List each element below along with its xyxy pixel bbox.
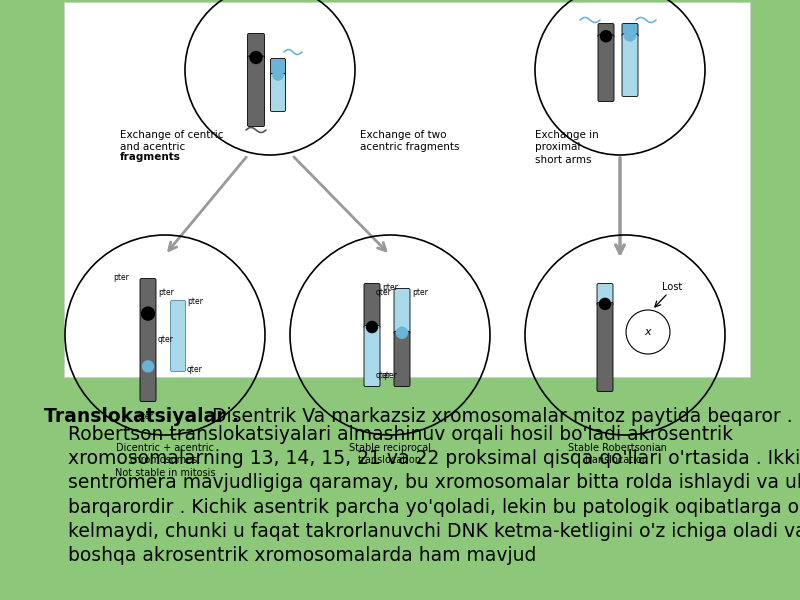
Circle shape: [142, 361, 154, 372]
Text: Robertson translokatsiyalari almashinuv orqali hosil bo'ladi akrosentrik
    xro: Robertson translokatsiyalari almashinuv …: [44, 425, 800, 565]
FancyBboxPatch shape: [598, 35, 614, 101]
FancyBboxPatch shape: [622, 34, 638, 97]
Text: x: x: [645, 327, 651, 337]
Circle shape: [366, 322, 378, 332]
Text: Lost: Lost: [662, 282, 682, 292]
FancyBboxPatch shape: [364, 325, 380, 386]
FancyBboxPatch shape: [597, 302, 613, 391]
FancyBboxPatch shape: [364, 283, 380, 329]
Circle shape: [601, 31, 611, 42]
FancyBboxPatch shape: [170, 301, 186, 371]
Text: qter: qter: [376, 371, 392, 380]
Circle shape: [250, 52, 262, 64]
Text: Stable reciprocal
translocation: Stable reciprocal translocation: [349, 443, 431, 466]
Text: Exchange in
proximal
short arms: Exchange in proximal short arms: [535, 130, 598, 165]
Text: pter: pter: [158, 288, 174, 297]
FancyBboxPatch shape: [270, 73, 286, 112]
Text: Dicentric + acentric
chromosomes.
Not stable in mitosis: Dicentric + acentric chromosomes. Not st…: [114, 443, 215, 478]
Circle shape: [397, 327, 407, 338]
FancyBboxPatch shape: [598, 23, 614, 38]
Text: pter: pter: [412, 288, 428, 297]
Text: Translokatsiyalar .: Translokatsiyalar .: [44, 407, 239, 426]
FancyBboxPatch shape: [597, 283, 613, 305]
Text: Exchange of two
acentric fragments: Exchange of two acentric fragments: [360, 130, 459, 152]
FancyBboxPatch shape: [270, 58, 286, 76]
Text: Stable Robertsonian
translocation: Stable Robertsonian translocation: [567, 443, 666, 466]
Text: pter: pter: [113, 272, 129, 281]
Text: qter: qter: [138, 412, 154, 421]
Circle shape: [599, 298, 610, 310]
FancyBboxPatch shape: [394, 289, 410, 334]
FancyBboxPatch shape: [247, 56, 265, 127]
FancyBboxPatch shape: [140, 278, 156, 401]
Circle shape: [273, 70, 283, 80]
Text: pter: pter: [382, 283, 398, 292]
Text: qter: qter: [376, 288, 392, 297]
Text: Exchange of centric
and acentric: Exchange of centric and acentric: [120, 130, 223, 152]
Text: qter: qter: [382, 371, 398, 380]
Text: Disentrik Va markazsiz xromosomalar mitoz paytida beqaror .: Disentrik Va markazsiz xromosomalar mito…: [206, 407, 793, 426]
Circle shape: [625, 30, 635, 41]
FancyBboxPatch shape: [622, 23, 638, 37]
FancyBboxPatch shape: [247, 34, 265, 59]
Bar: [64, 2, 750, 377]
Circle shape: [142, 307, 154, 320]
Circle shape: [626, 310, 670, 354]
Text: qter: qter: [158, 335, 174, 344]
Text: qter: qter: [187, 365, 203, 374]
FancyBboxPatch shape: [394, 331, 410, 386]
Text: fragments: fragments: [120, 152, 181, 162]
Text: pter: pter: [187, 298, 203, 307]
